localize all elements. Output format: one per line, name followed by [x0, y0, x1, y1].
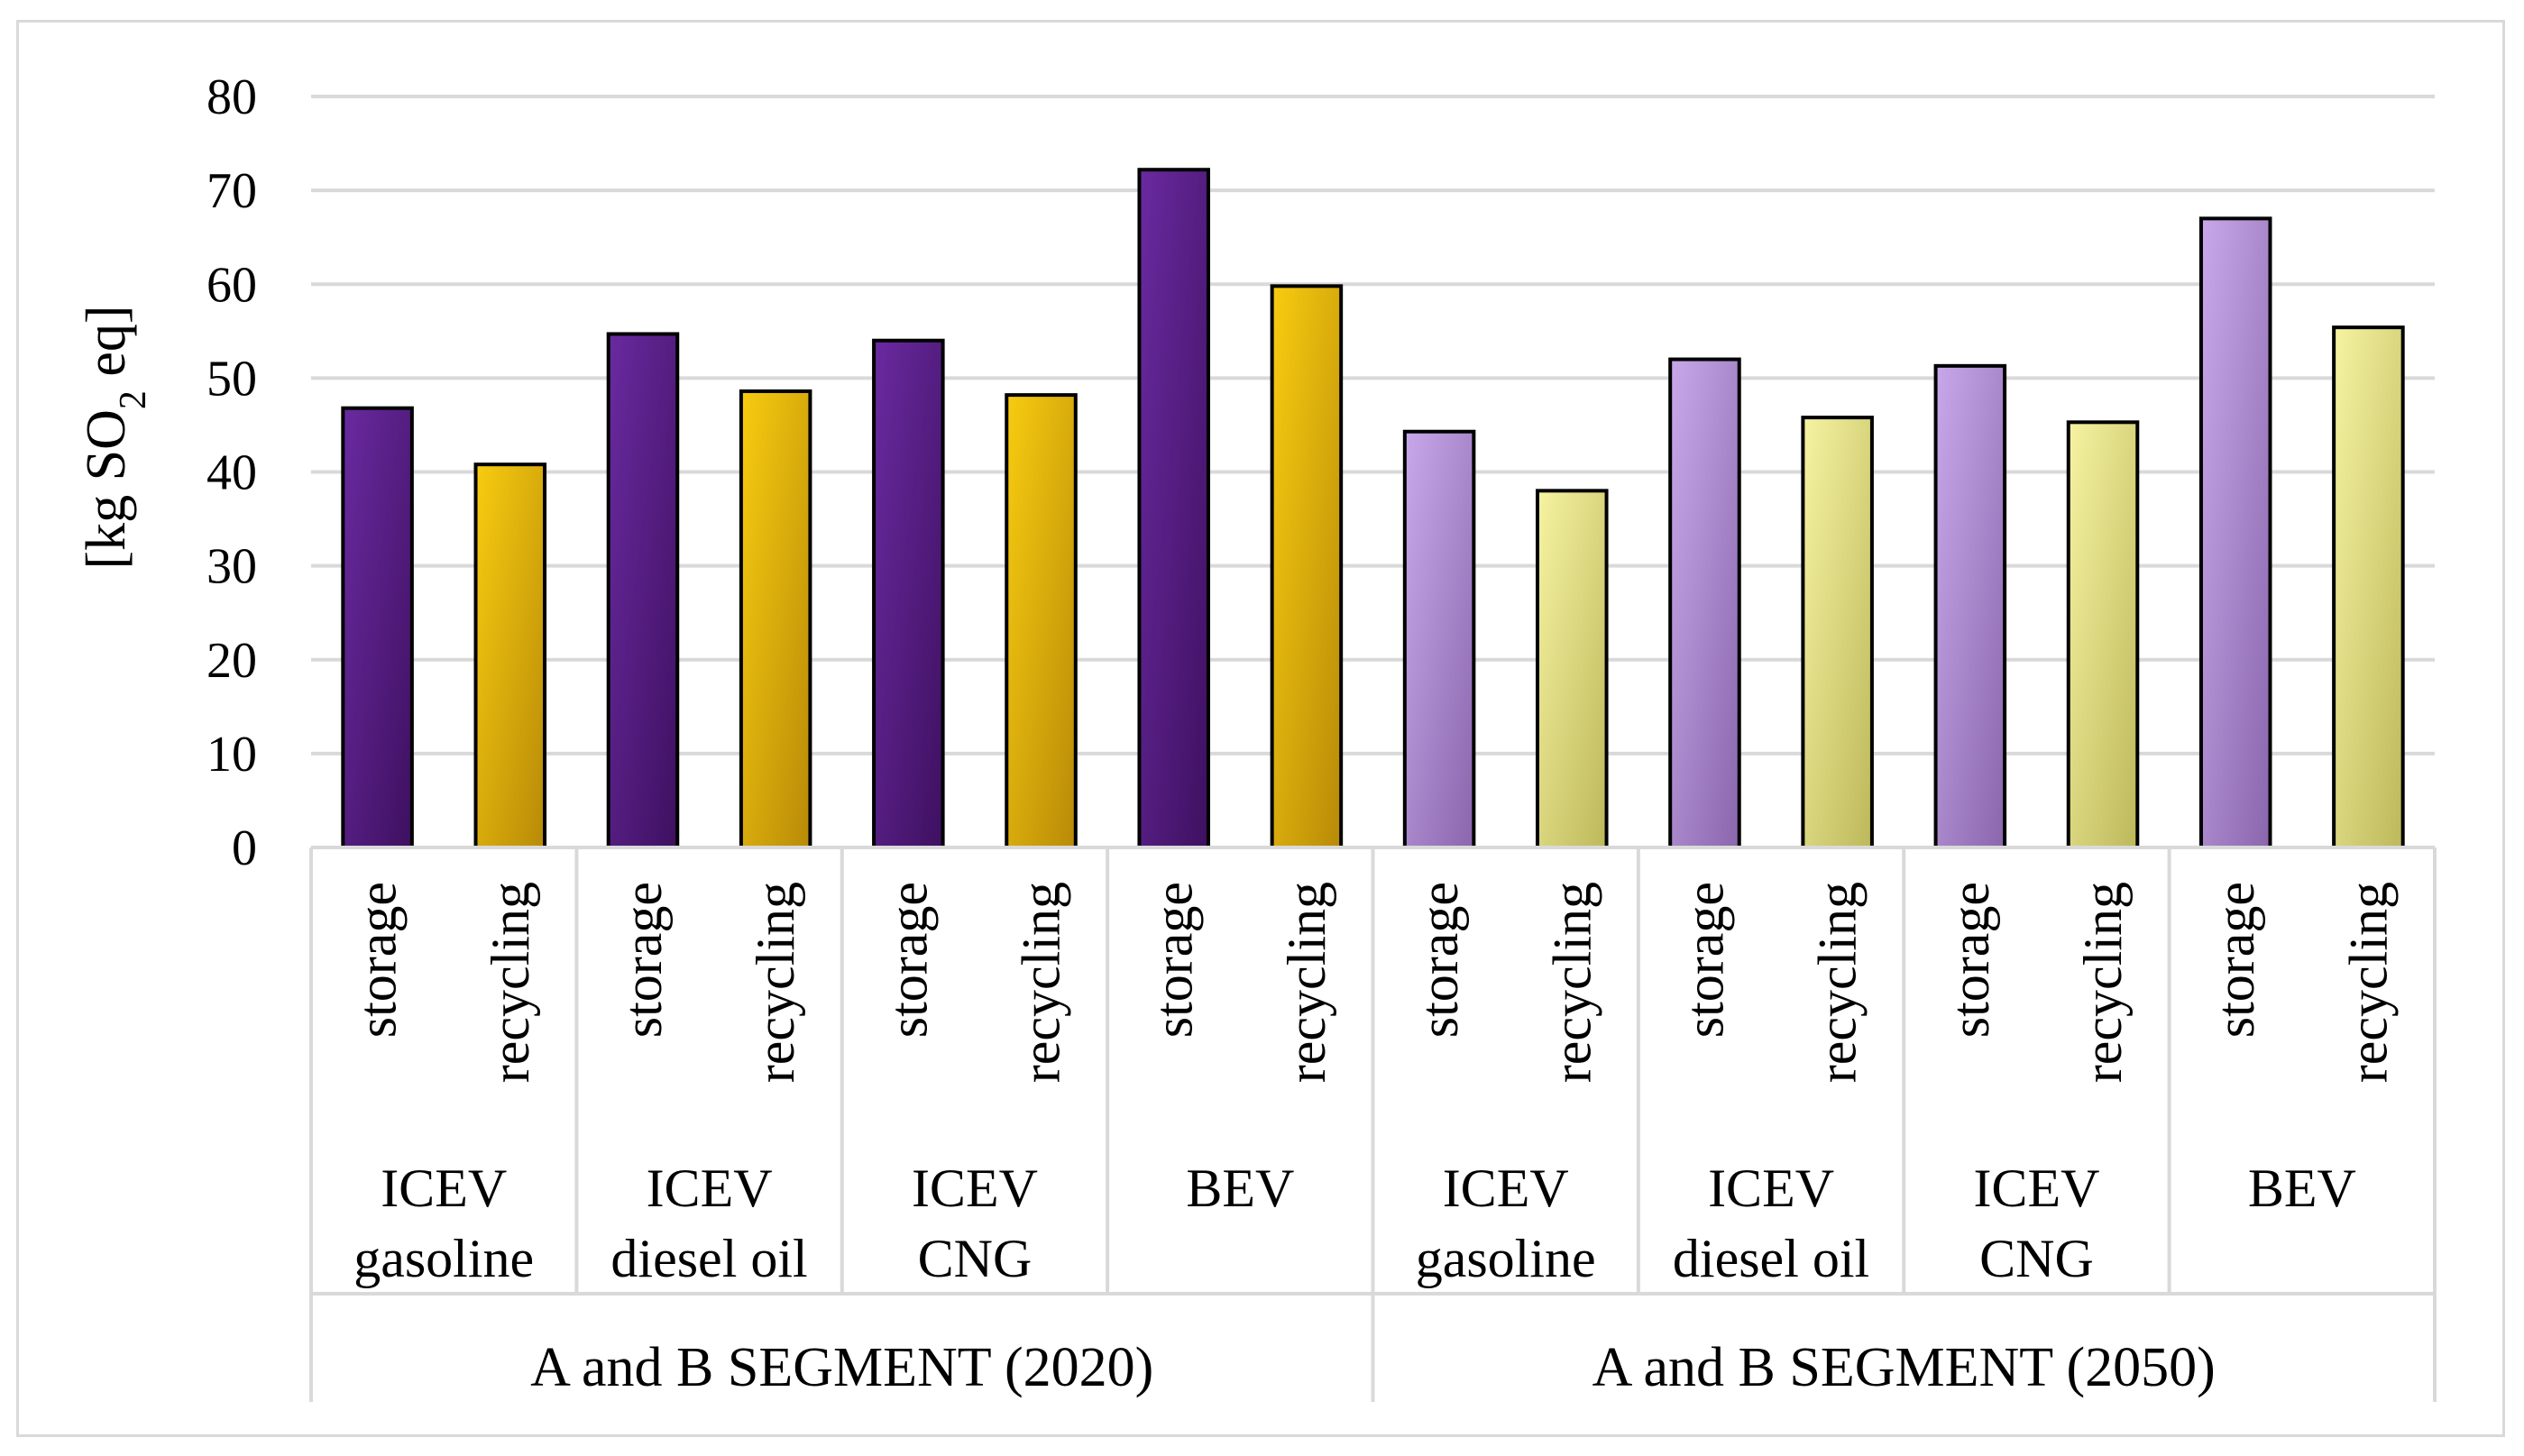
group-label-line: diesel oil	[1673, 1229, 1869, 1288]
group-label-line: ICEV	[1443, 1158, 1569, 1218]
category-label: recycling	[2073, 882, 2133, 1083]
group-label-line: CNG	[1979, 1229, 2094, 1288]
group-label-line: ICEV	[1708, 1158, 1834, 1218]
category-label: recycling	[1012, 882, 1071, 1083]
group-label-line: BEV	[2248, 1158, 2356, 1218]
group-label: BEV	[2248, 1158, 2356, 1218]
group-label-line: ICEV	[647, 1158, 773, 1218]
bar-storage	[341, 406, 414, 849]
group-label: ICEV gasoline	[1416, 1158, 1596, 1288]
bar-recycling	[2332, 325, 2405, 849]
category-label: storage	[1675, 882, 1734, 1038]
category-axis: storage recycling storage recycling storage r…	[309, 846, 2437, 1402]
group-label-line: diesel oil	[610, 1229, 807, 1288]
category-label: storage	[1409, 882, 1469, 1038]
group-label: ICEV diesel oil	[1673, 1158, 1869, 1288]
group-label: ICEV CNG	[1973, 1158, 2099, 1288]
y-axis-tick-labels: 0 10 20 30 40 50 60 70 80	[207, 69, 257, 876]
bar-storage	[2198, 216, 2272, 850]
y-axis-title: [kg SO2 eq]	[76, 305, 154, 569]
category-label: recycling	[1808, 882, 1868, 1083]
y-tick-label: 80	[207, 69, 257, 125]
group-label: BEV	[1186, 1158, 1294, 1218]
bar-storage	[1668, 357, 1741, 849]
bar-recycling	[1270, 284, 1344, 849]
segment-label: A and B SEGMENT (2020)	[530, 1337, 1153, 1398]
category-label: recycling	[1542, 882, 1602, 1083]
group-label: ICEV CNG	[912, 1158, 1038, 1288]
bar-storage	[1137, 168, 1210, 849]
y-tick-label: 60	[207, 257, 257, 313]
y-axis-title-tail: eq]	[76, 305, 137, 390]
y-tick-label: 50	[207, 351, 257, 407]
category-label: recycling	[746, 882, 805, 1083]
bars	[341, 168, 2405, 850]
category-label: storage	[2206, 882, 2265, 1038]
bar-recycling	[1005, 393, 1078, 849]
group-label-line: ICEV	[912, 1158, 1038, 1218]
group-label-line: ICEV	[1973, 1158, 2099, 1218]
bar-recycling	[1801, 416, 1874, 849]
group-label: ICEV diesel oil	[610, 1158, 807, 1288]
group-label-line: gasoline	[353, 1229, 534, 1288]
bar-storage	[872, 338, 945, 850]
bar-storage	[1402, 429, 1476, 849]
bar-recycling	[739, 389, 812, 849]
category-label: recycling	[2338, 882, 2398, 1083]
category-label: storage	[1144, 882, 1204, 1038]
y-tick-label: 10	[207, 727, 257, 783]
group-label-line: ICEV	[381, 1158, 507, 1218]
group-label-line: BEV	[1186, 1158, 1294, 1218]
y-axis-title-main: [kg SO	[76, 409, 137, 569]
category-label: storage	[878, 882, 938, 1038]
group-label: ICEV gasoline	[353, 1158, 534, 1288]
y-tick-label: 30	[207, 539, 257, 595]
category-label: storage	[1941, 882, 2000, 1038]
bar-recycling	[473, 462, 547, 849]
y-tick-label: 20	[207, 633, 257, 689]
y-tick-label: 40	[207, 445, 257, 501]
group-label-line: gasoline	[1416, 1229, 1596, 1288]
segment-label: A and B SEGMENT (2050)	[1592, 1337, 2216, 1398]
bar-recycling	[1536, 489, 1609, 849]
category-label: recycling	[481, 882, 540, 1083]
bar-storage	[606, 332, 680, 849]
group-label-line: CNG	[918, 1229, 1033, 1288]
bar-recycling	[2066, 420, 2140, 849]
category-label: storage	[613, 882, 673, 1038]
y-tick-label: 0	[232, 820, 257, 876]
category-label: recycling	[1277, 882, 1336, 1083]
y-tick-label: 70	[207, 163, 257, 219]
y-axis-title-subscript: 2	[113, 390, 154, 409]
bar-storage	[1933, 363, 2007, 849]
category-label: storage	[348, 882, 408, 1038]
